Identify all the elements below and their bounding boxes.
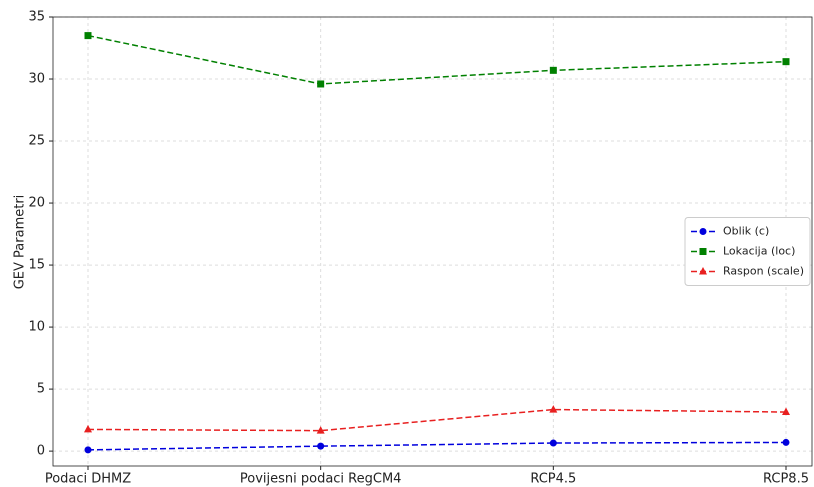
x-tick-label: Povijesni podaci RegCM4 — [240, 472, 402, 487]
y-tick-label: 5 — [37, 382, 45, 397]
y-tick-label: 25 — [28, 134, 45, 149]
y-tick-label: 35 — [28, 10, 45, 25]
y-axis-label: GEV Parametri — [13, 195, 28, 290]
x-tick-label: RCP8.5 — [763, 472, 809, 487]
marker — [699, 228, 707, 235]
marker — [549, 66, 557, 74]
x-tick-label: Podaci DHMZ — [45, 472, 131, 487]
marker — [84, 446, 92, 454]
y-tick-label: 20 — [28, 196, 45, 211]
y-tick-label: 10 — [28, 320, 45, 335]
marker — [316, 426, 325, 434]
y-tick-label: 15 — [28, 258, 45, 273]
line — [87, 441, 787, 451]
marker — [782, 58, 790, 66]
marker — [699, 267, 707, 275]
plot-frame — [52, 16, 813, 467]
legend-label: Oblik (c) — [723, 225, 769, 238]
marker — [699, 248, 707, 255]
marker — [317, 80, 325, 88]
legend-box — [684, 217, 811, 286]
legend-label: Lokacija (loc) — [723, 245, 795, 258]
legend-label: Raspon (scale) — [723, 265, 804, 278]
y-tick-label: 30 — [28, 72, 45, 87]
marker — [317, 442, 325, 450]
y-tick-label: 0 — [37, 444, 45, 459]
marker — [84, 32, 92, 40]
line — [87, 34, 787, 85]
line — [87, 408, 787, 432]
x-tick-label: RCP4.5 — [530, 472, 576, 487]
marker — [549, 439, 557, 447]
marker — [782, 407, 790, 416]
marker — [549, 405, 558, 413]
legend: Oblik (c) Lokacija (loc) Raspon (scale) — [684, 217, 811, 286]
marker — [84, 424, 92, 433]
marker — [782, 438, 790, 446]
